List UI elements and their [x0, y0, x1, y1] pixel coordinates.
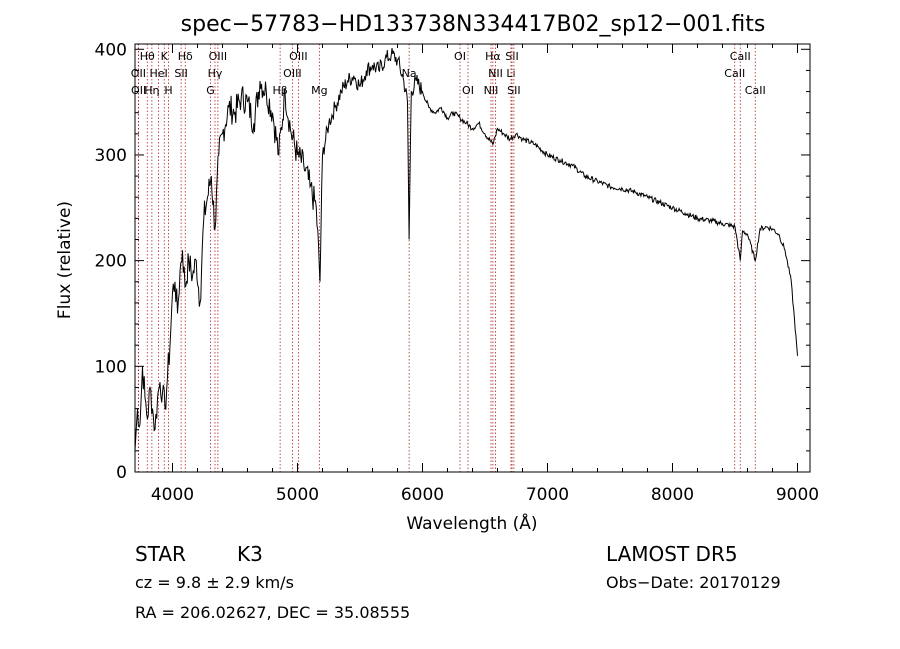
- x-tick-label-1: 5000: [276, 485, 319, 505]
- line-label-22: Mg: [311, 84, 327, 97]
- line-label-10: HeI: [149, 67, 167, 80]
- x-tick-label-5: 9000: [776, 485, 819, 505]
- redshift-cz: cz = 9.8 ± 2.9 km/s: [135, 573, 294, 592]
- line-label-12: Hγ: [208, 67, 223, 80]
- x-tick-label-2: 6000: [401, 485, 444, 505]
- y-tick-label-2: 200: [95, 252, 127, 272]
- y-tick-label-1: 100: [95, 357, 127, 377]
- line-label-27: CaII: [745, 84, 766, 97]
- y-tick-label-4: 400: [95, 40, 127, 60]
- x-tick-label-0: 4000: [151, 485, 194, 505]
- line-label-7: SII: [505, 50, 518, 63]
- line-label-2: Hδ: [178, 50, 193, 63]
- line-label-20: G: [206, 84, 215, 97]
- y-axis-label: Flux (relative): [55, 201, 75, 319]
- line-label-14: NII: [488, 67, 503, 80]
- survey-label: LAMOST DR5: [606, 542, 738, 566]
- line-label-24: OI: [462, 84, 474, 97]
- line-label-1: K: [161, 50, 169, 63]
- line-label-18: Hη: [144, 84, 159, 97]
- line-label-25: NII: [484, 84, 499, 97]
- line-label-19: H: [164, 84, 172, 97]
- y-tick-label-3: 300: [95, 146, 127, 166]
- chart-title: spec−57783−HD133738N334417B02_sp12−001.f…: [181, 12, 766, 37]
- line-label-0: Hθ: [140, 50, 155, 63]
- line-label-26: SII: [507, 84, 520, 97]
- observation-date: Obs−Date: 20170129: [606, 573, 781, 592]
- x-axis-label: Wavelength (Å): [406, 512, 537, 534]
- x-axis: 4000 5000 6000 7000 8000 9000: [151, 44, 819, 505]
- y-tick-label-0: 0: [116, 463, 127, 483]
- line-label-13: OIII: [283, 67, 301, 80]
- line-label-4: OIII: [289, 50, 307, 63]
- x-tick-label-4: 8000: [651, 485, 694, 505]
- line-label-16: CaII: [724, 67, 745, 80]
- spectrum-line: [134, 48, 798, 451]
- object-class: STAR: [135, 542, 186, 566]
- line-label-6: Hα: [485, 50, 501, 63]
- line-label-23: Na: [402, 67, 417, 80]
- object-subclass: K3: [237, 542, 263, 566]
- y-axis: 0 100 200 300 400: [95, 40, 810, 483]
- line-label-5: OI: [454, 50, 466, 63]
- line-label-8: CaII: [730, 50, 751, 63]
- x-tick-label-3: 7000: [526, 485, 569, 505]
- line-label-3: OIII: [209, 50, 227, 63]
- line-label-11: SII: [174, 67, 187, 80]
- line-label-15: Li: [506, 67, 515, 80]
- ra-dec: RA = 206.02627, DEC = 35.08555: [135, 603, 410, 622]
